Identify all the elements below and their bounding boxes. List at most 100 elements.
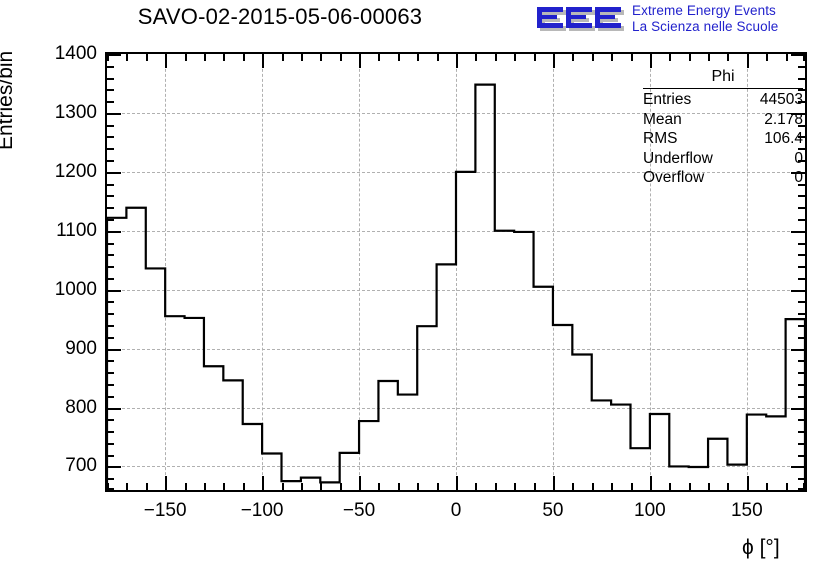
axis-tick <box>798 89 805 92</box>
axis-tick <box>688 483 691 490</box>
axis-tick <box>798 277 805 280</box>
axis-tick <box>572 54 575 61</box>
axis-tick <box>798 431 805 434</box>
gridline-vertical <box>746 54 748 490</box>
axis-tick <box>300 54 303 61</box>
axis-tick <box>798 395 805 398</box>
axis-tick-layer <box>107 54 805 490</box>
axis-tick <box>262 476 265 490</box>
axis-tick <box>107 478 114 481</box>
axis-tick <box>791 230 805 233</box>
gridline-vertical <box>262 54 264 490</box>
axis-tick <box>798 383 805 386</box>
axis-tick <box>107 348 121 351</box>
axis-tick <box>591 54 594 61</box>
axis-tick <box>746 54 749 68</box>
axis-tick <box>798 325 805 328</box>
axis-tick <box>798 101 805 104</box>
axis-tick <box>107 266 114 269</box>
axis-tick <box>533 54 536 61</box>
x-tick-label: 150 <box>730 500 763 521</box>
axis-tick <box>126 54 129 61</box>
axis-tick <box>107 65 114 68</box>
axis-tick <box>791 466 805 469</box>
eee-logo-line2: La Scienza nelle Scuole <box>632 19 779 34</box>
axis-tick <box>456 54 458 68</box>
axis-tick <box>798 77 805 80</box>
plot-area <box>105 52 807 492</box>
axis-tick <box>746 476 749 490</box>
axis-tick <box>436 483 439 490</box>
axis-tick <box>785 483 788 490</box>
axis-tick <box>165 54 168 68</box>
axis-tick <box>494 54 497 61</box>
axis-tick <box>359 54 362 68</box>
axis-tick <box>803 54 805 61</box>
stats-box: Phi Entries 44503 Mean 2.178 RMS 106.4 Underfl… <box>643 68 803 188</box>
axis-tick <box>242 483 245 490</box>
axis-tick <box>107 160 114 163</box>
axis-tick <box>107 195 114 198</box>
axis-tick <box>798 372 805 375</box>
axis-tick <box>766 483 769 490</box>
y-tick-label: 1000 <box>54 278 97 300</box>
axis-tick <box>611 54 614 61</box>
axis-tick <box>798 160 805 163</box>
eee-letters-icon <box>537 7 624 31</box>
axis-tick <box>145 483 148 490</box>
stats-divider <box>643 88 803 89</box>
axis-tick <box>798 442 805 445</box>
axis-tick <box>494 483 497 490</box>
axis-tick <box>126 483 129 490</box>
axis-tick <box>184 483 187 490</box>
x-tick-label: 50 <box>542 500 564 521</box>
axis-tick <box>107 431 114 434</box>
axis-tick <box>533 483 536 490</box>
axis-tick <box>791 289 805 292</box>
gridline-vertical <box>552 54 554 490</box>
x-tick-label: 100 <box>634 500 666 521</box>
axis-tick <box>145 54 148 61</box>
axis-tick <box>708 54 711 61</box>
axis-tick <box>165 476 168 490</box>
axis-tick <box>397 483 400 490</box>
axis-tick <box>791 54 805 56</box>
axis-tick <box>107 289 121 292</box>
axis-tick <box>417 54 420 61</box>
x-axis-title: ϕ [°] <box>742 536 780 559</box>
histogram-curve <box>107 54 805 490</box>
axis-tick <box>798 454 805 457</box>
stats-value: 0 <box>794 169 803 186</box>
axis-tick <box>107 54 109 61</box>
axis-tick <box>397 54 400 61</box>
axis-tick <box>798 254 805 257</box>
axis-tick <box>798 478 805 481</box>
axis-tick <box>649 476 652 490</box>
axis-tick <box>552 476 555 490</box>
axis-tick <box>107 360 114 363</box>
axis-tick <box>107 242 114 245</box>
axis-tick <box>107 466 121 469</box>
axis-tick <box>798 301 805 304</box>
axis-tick <box>107 171 121 174</box>
axis-tick <box>320 483 323 490</box>
axis-tick <box>107 442 114 445</box>
axis-tick <box>727 54 730 61</box>
axis-tick <box>798 183 805 186</box>
axis-tick <box>798 65 805 68</box>
y-tick-label: 800 <box>65 396 97 418</box>
stats-rows: Entries 44503 Mean 2.178 RMS 106.4 Underflow 0 O… <box>643 90 803 188</box>
axis-tick <box>107 372 114 375</box>
axis-tick <box>798 218 805 221</box>
axis-tick <box>359 476 362 490</box>
eee-logo-mark <box>536 3 626 35</box>
axis-tick <box>107 183 114 186</box>
axis-tick <box>107 54 121 56</box>
axis-tick <box>688 54 691 61</box>
axis-tick <box>262 54 265 68</box>
stats-row: Mean 2.178 <box>643 110 803 130</box>
stats-key: Overflow <box>643 169 705 186</box>
stats-value: 44503 <box>759 91 803 108</box>
axis-tick <box>107 395 114 398</box>
axis-tick <box>203 483 206 490</box>
